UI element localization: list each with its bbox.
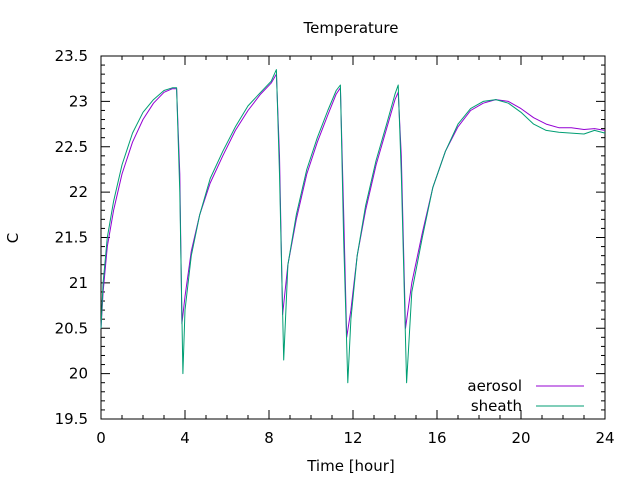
y-tick-label-8: 23.5 (55, 47, 88, 65)
series-lines (100, 69, 606, 384)
y-tick-label-6: 22.5 (55, 138, 88, 156)
y-tick-label-3: 21 (69, 274, 88, 292)
y-tick-label-0: 19.5 (55, 410, 88, 428)
x-tick-label-3: 12 (343, 429, 362, 447)
chart-title: Temperature (302, 19, 398, 37)
plot-frame (100, 55, 606, 420)
x-tick-label-0: 0 (96, 429, 106, 447)
y-tick-label-2: 20.5 (55, 319, 88, 337)
legend-label-aerosol: aerosol (467, 377, 522, 395)
series-line-sheath (100, 69, 606, 384)
x-tick-label-4: 16 (427, 429, 446, 447)
x-tick-label-1: 4 (180, 429, 190, 447)
series-line-aerosol (100, 73, 606, 338)
x-tick-label-5: 20 (511, 429, 530, 447)
y-tick-label-4: 21.5 (55, 229, 88, 247)
legend: aerosol sheath (467, 377, 584, 415)
x-axis-title: Time [hour] (306, 457, 395, 475)
y-axis-title: C (4, 233, 22, 243)
legend-label-sheath: sheath (471, 397, 522, 415)
y-tick-label-1: 20 (69, 365, 88, 383)
x-tick-label-6: 24 (595, 429, 614, 447)
y-tick-label-5: 22 (69, 183, 88, 201)
tick-marks (100, 55, 606, 420)
x-tick-label-2: 8 (264, 429, 274, 447)
tick-labels: 0 4 8 12 16 20 24 19.5 20 20.5 21 21.5 22 22.5 23 23.5 (55, 47, 615, 447)
y-tick-label-7: 23 (69, 92, 88, 110)
